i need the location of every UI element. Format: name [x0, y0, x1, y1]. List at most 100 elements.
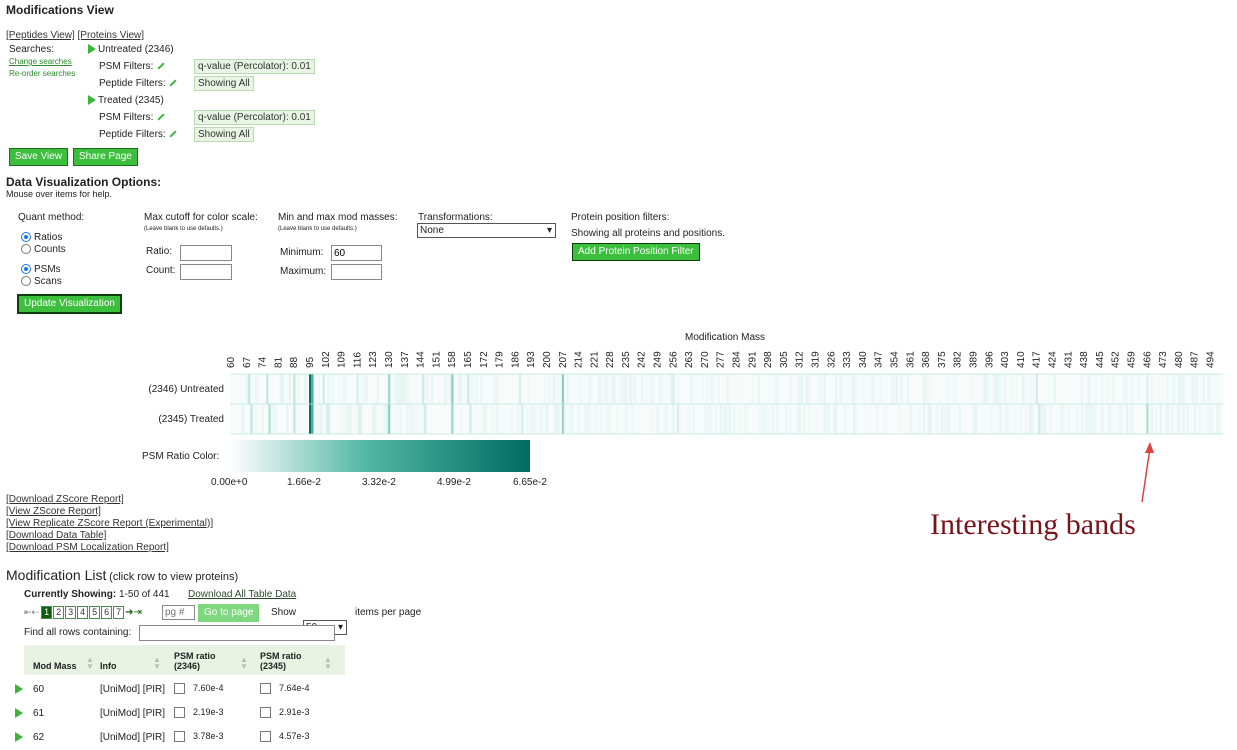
heatmap-cell[interactable] [1117, 374, 1119, 404]
heatmap-cell[interactable] [588, 404, 592, 434]
page-2-button[interactable]: 2 [53, 606, 65, 619]
heatmap-cell[interactable] [257, 374, 259, 404]
share-page-button[interactable]: Share Page [73, 148, 138, 166]
heatmap-cell[interactable] [475, 374, 479, 404]
heatmap-cell[interactable] [733, 404, 736, 434]
heatmap-cell[interactable] [298, 374, 300, 404]
heatmap-cell[interactable] [577, 404, 580, 434]
heatmap-cell[interactable] [496, 404, 499, 434]
heatmap-cell[interactable] [1169, 404, 1171, 434]
page-number-input[interactable] [162, 605, 195, 620]
heatmap-band[interactable] [358, 404, 361, 434]
heatmap-cell[interactable] [254, 374, 258, 404]
count-cutoff-input[interactable] [180, 264, 232, 280]
psms-radio[interactable]: PSMs [21, 264, 61, 275]
heatmap-cell[interactable] [650, 404, 652, 434]
heatmap-cell[interactable] [954, 374, 956, 404]
heatmap-cell[interactable] [1083, 404, 1085, 434]
heatmap-cell[interactable] [1207, 374, 1210, 404]
heatmap-cell[interactable] [692, 404, 695, 434]
pencil-icon[interactable] [168, 79, 176, 87]
heatmap-cell[interactable] [841, 374, 844, 404]
heatmap-cell[interactable] [315, 404, 319, 434]
heatmap-cell[interactable] [1106, 404, 1108, 434]
heatmap-cell[interactable] [988, 404, 990, 434]
unimod-pir-links[interactable]: [UniMod] [PIR] [100, 708, 166, 719]
heatmap-cell[interactable] [1097, 374, 1099, 404]
heatmap-cell[interactable] [891, 374, 894, 404]
heatmap-cell[interactable] [702, 374, 704, 404]
heatmap-band[interactable] [293, 374, 296, 404]
heatmap-cell[interactable] [541, 404, 544, 434]
heatmap-cell[interactable] [1080, 374, 1084, 404]
heatmap-cell[interactable] [789, 404, 792, 434]
search-item-untreated[interactable]: Untreated (2346) [88, 44, 174, 55]
heatmap-cell[interactable] [593, 404, 595, 434]
heatmap-cell[interactable] [1166, 404, 1169, 434]
heatmap-cell[interactable] [785, 404, 788, 434]
heatmap-cell[interactable] [410, 404, 413, 434]
heatmap-cell[interactable] [756, 374, 758, 404]
heatmap-cell[interactable] [481, 404, 483, 434]
heatmap-cell[interactable] [604, 374, 607, 404]
heatmap-cell[interactable] [1051, 374, 1053, 404]
heatmap-cell[interactable] [1173, 374, 1176, 404]
heatmap-band[interactable] [266, 374, 269, 404]
heatmap-cell[interactable] [552, 374, 555, 404]
heatmap-cell[interactable] [534, 404, 537, 434]
heatmap-cell[interactable] [1006, 404, 1009, 434]
heatmap-cell[interactable] [257, 404, 259, 434]
heatmap-cell[interactable] [862, 374, 864, 404]
heatmap-cell[interactable] [895, 374, 899, 404]
heatmap-cell[interactable] [1067, 404, 1070, 434]
peptide-filter-value[interactable]: Showing All [194, 76, 254, 91]
heatmap-cell[interactable] [957, 374, 959, 404]
heatmap-cell[interactable] [922, 374, 926, 404]
heatmap-cell[interactable] [597, 374, 601, 404]
psm-filter-value[interactable]: q-value (Percolator): 0.01 [194, 59, 315, 74]
heatmap-cell[interactable] [1040, 404, 1043, 434]
ratio-cutoff-input[interactable] [180, 245, 232, 261]
heatmap-cell[interactable] [411, 374, 413, 404]
heatmap-cell[interactable] [360, 404, 364, 434]
heatmap-cell[interactable] [1076, 404, 1079, 434]
expand-triangle-icon[interactable] [88, 95, 96, 106]
heatmap-cell[interactable] [591, 374, 593, 404]
heatmap-cell[interactable] [399, 374, 402, 404]
heatmap-cell[interactable] [925, 404, 927, 434]
heatmap-cell[interactable] [324, 404, 328, 434]
heatmap-cell[interactable] [318, 404, 321, 434]
heatmap-cell[interactable] [1092, 404, 1095, 434]
heatmap-cell[interactable] [401, 374, 404, 404]
search-item-treated[interactable]: Treated (2345) [88, 95, 164, 106]
heatmap-cell[interactable] [663, 404, 665, 434]
heatmap-cell[interactable] [1101, 404, 1104, 434]
col-mod-mass[interactable]: Mod Mass [33, 661, 77, 671]
save-view-button[interactable]: Save View [9, 148, 69, 166]
heatmap-cell[interactable] [372, 374, 374, 404]
heatmap-band[interactable] [250, 404, 253, 434]
heatmap-cell[interactable] [670, 374, 673, 404]
update-visualization-button[interactable]: Update Visualization [17, 294, 122, 314]
heatmap-cell[interactable] [1135, 374, 1137, 404]
heatmap-cell[interactable] [843, 404, 847, 434]
heatmap-band[interactable] [322, 374, 325, 404]
heatmap-cell[interactable] [447, 374, 449, 404]
heatmap-cell[interactable] [1085, 374, 1087, 404]
heatmap-cell[interactable] [532, 404, 535, 434]
heatmap-cell[interactable] [383, 404, 386, 434]
heatmap-cell[interactable] [557, 404, 560, 434]
heatmap-cell[interactable] [471, 374, 474, 404]
ratios-radio[interactable]: Ratios [21, 232, 62, 243]
heatmap-cell[interactable] [846, 374, 848, 404]
heatmap-cell[interactable] [232, 374, 234, 404]
heatmap-cell[interactable] [272, 404, 276, 434]
heatmap-cell[interactable] [624, 374, 628, 404]
heatmap-cell[interactable] [633, 374, 637, 404]
page-4-button[interactable]: 4 [77, 606, 89, 619]
peptide-filter-value[interactable]: Showing All [194, 127, 254, 142]
heatmap-cell[interactable] [631, 404, 634, 434]
heatmap-cell[interactable] [992, 374, 996, 404]
heatmap-cell[interactable] [640, 374, 643, 404]
last-page-icon[interactable]: ⇥ [133, 607, 142, 618]
